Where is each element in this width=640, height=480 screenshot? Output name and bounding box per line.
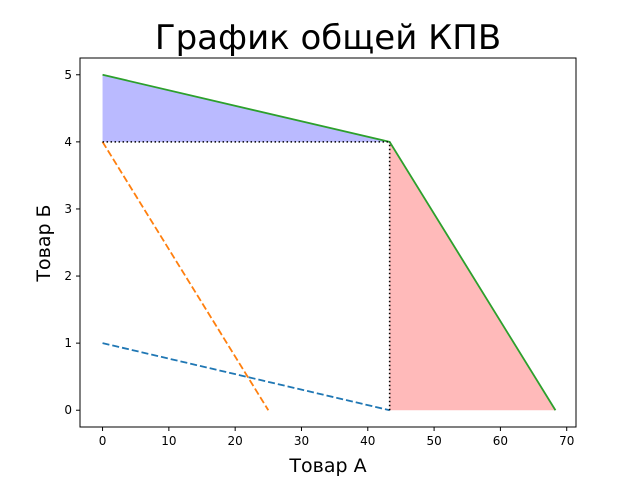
y-tick-label: 2 — [64, 269, 72, 283]
series-line-1 — [102, 342, 390, 412]
x-tick-label: 30 — [294, 434, 309, 448]
x-tick-label: 20 — [228, 434, 243, 448]
chart-title: График общей КПВ — [155, 18, 501, 58]
x-tick-label: 10 — [161, 434, 176, 448]
x-tick-label: 70 — [559, 434, 574, 448]
x-tick-label: 60 — [493, 434, 508, 448]
y-axis-label: Товар Б — [33, 204, 55, 282]
y-tick-label: 5 — [64, 68, 72, 82]
reference-lines — [102, 141, 391, 411]
x-tick-label: 0 — [99, 434, 107, 448]
y-tick-label: 4 — [64, 135, 72, 149]
y-tick-label: 1 — [64, 336, 72, 350]
y-tick-label: 3 — [64, 202, 72, 216]
y-tick-label: 0 — [64, 403, 72, 417]
plot-frame — [79, 57, 577, 428]
x-axis: 0 10 20 30 40 50 60 70 — [99, 427, 574, 448]
plot-area — [80, 58, 576, 427]
y-axis: 0 1 2 3 4 5 — [64, 68, 80, 417]
x-tick-label: 40 — [360, 434, 375, 448]
x-axis-label: Товар А — [288, 455, 366, 477]
series-line-2 — [101, 141, 270, 411]
x-tick-label: 50 — [426, 434, 441, 448]
